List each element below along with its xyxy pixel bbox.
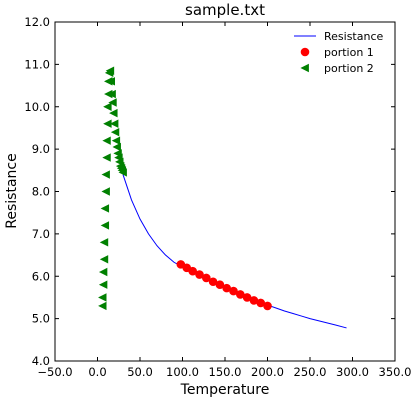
data-point xyxy=(202,273,211,283)
y-tick-label: 8.0 xyxy=(32,185,50,199)
x-tick-label: 50.0 xyxy=(127,365,153,379)
legend-item: portion 1 xyxy=(300,46,374,59)
data-point xyxy=(98,280,108,289)
data-point xyxy=(110,127,120,137)
data-point xyxy=(103,102,112,111)
x-tick-label: 0.0 xyxy=(88,365,106,379)
legend: Resistance portion 1 portion 2 xyxy=(294,30,384,75)
x-axis-label: Temperature xyxy=(180,382,270,398)
legend-label: Resistance xyxy=(324,30,384,43)
x-tick-label: 100.0 xyxy=(166,365,199,379)
data-point xyxy=(101,170,110,179)
y-tick-label: 7.0 xyxy=(32,227,50,241)
y-axis-ticks: 4.0 5.0 6.0 7.0 8.0 9.0 10.0 11.0 12.0 xyxy=(24,15,395,368)
y-tick-label: 12.0 xyxy=(24,15,50,29)
x-tick-label: 250.0 xyxy=(294,365,327,379)
data-point xyxy=(98,267,108,277)
data-point xyxy=(99,255,109,264)
data-point xyxy=(99,238,109,247)
data-point xyxy=(111,136,121,145)
data-point xyxy=(107,89,116,99)
data-point xyxy=(102,153,111,162)
x-tick-label: −50.0 xyxy=(37,365,72,379)
x-tick-label: 300.0 xyxy=(336,365,369,379)
y-tick-label: 6.0 xyxy=(32,269,50,283)
series-portion-1 xyxy=(176,260,272,311)
data-point xyxy=(98,293,107,302)
legend-label: portion 1 xyxy=(324,46,374,59)
legend-label: portion 2 xyxy=(324,62,374,75)
data-point xyxy=(105,66,115,75)
data-point xyxy=(101,187,110,196)
y-tick-label: 11.0 xyxy=(24,57,50,71)
data-point xyxy=(100,204,110,213)
data-point xyxy=(188,266,197,276)
data-point xyxy=(100,221,110,230)
x-tick-label: 350.0 xyxy=(379,365,412,379)
y-tick-label: 10.0 xyxy=(24,100,50,114)
x-tick-label: 200.0 xyxy=(251,365,284,379)
chart-title: sample.txt xyxy=(185,1,265,19)
legend-swatch xyxy=(300,63,309,73)
data-point xyxy=(263,301,272,311)
data-point xyxy=(229,286,238,296)
series-portion-2 xyxy=(98,66,127,311)
data-point xyxy=(106,77,115,86)
x-tick-label: 150.0 xyxy=(209,365,242,379)
data-point xyxy=(109,119,119,128)
data-point xyxy=(108,98,117,107)
data-point xyxy=(102,136,111,145)
legend-item: Resistance xyxy=(294,30,384,43)
y-tick-label: 4.0 xyxy=(32,354,50,368)
data-point xyxy=(195,270,204,279)
y-tick-label: 5.0 xyxy=(32,312,50,326)
x-axis-ticks: −50.0 0.0 50.0 100.0 150.0 200.0 250.0 300.0 350… xyxy=(37,22,411,379)
data-point xyxy=(109,108,118,118)
y-tick-label: 9.0 xyxy=(32,142,50,156)
data-point xyxy=(112,142,121,152)
data-point xyxy=(98,301,107,311)
legend-swatch xyxy=(300,47,310,57)
data-point xyxy=(215,280,225,290)
legend-item: portion 2 xyxy=(300,62,374,75)
data-point xyxy=(118,168,127,177)
y-axis-label: Resistance xyxy=(4,153,20,228)
